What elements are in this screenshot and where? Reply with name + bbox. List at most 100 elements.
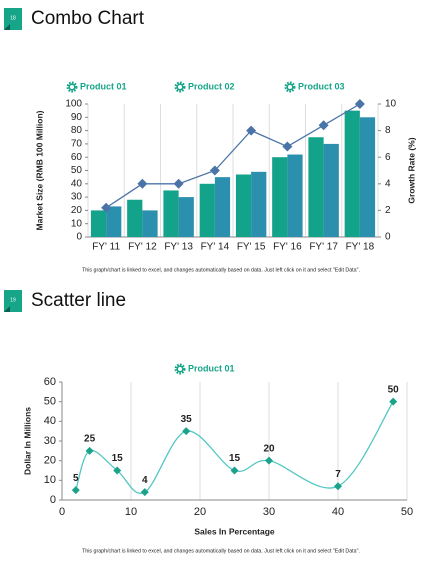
marker — [230, 466, 239, 475]
slide-badge — [4, 290, 22, 312]
slide-number: 18 — [10, 15, 16, 21]
y2-axis-title: Growth Rate (%) — [406, 137, 416, 203]
bar — [359, 117, 376, 237]
legend-label: Product 01 — [80, 81, 127, 91]
bar — [106, 206, 122, 237]
x-tick-label: FY' 15 — [237, 242, 266, 253]
legend-icon — [66, 81, 78, 93]
y-tick-label: 30 — [71, 192, 83, 203]
data-label: 35 — [181, 414, 193, 425]
marker — [140, 488, 149, 497]
y-tick-label: 60 — [44, 376, 56, 388]
bar — [235, 174, 252, 237]
legend-label: Product 01 — [188, 363, 235, 373]
y2-tick-label: 8 — [385, 125, 391, 136]
bar — [142, 210, 158, 237]
line — [75, 401, 394, 495]
marker — [334, 482, 342, 491]
marker — [318, 120, 329, 131]
marker — [173, 178, 184, 189]
y-tick-label: 60 — [71, 152, 83, 163]
y-tick-label: 20 — [44, 455, 56, 467]
legend-icon — [176, 365, 184, 373]
line — [105, 103, 361, 209]
marker — [71, 486, 80, 495]
y2-tick-label: 2 — [385, 205, 391, 216]
y-tick-label: 0 — [76, 232, 82, 243]
bar — [90, 210, 107, 237]
y2-tick-label: 0 — [385, 232, 391, 243]
slide-header: 19 Scatter line — [4, 290, 126, 312]
badge-fold — [4, 306, 10, 312]
bar — [272, 157, 288, 237]
x-tick-label: 30 — [263, 506, 275, 518]
badge-fold — [4, 24, 10, 30]
x-tick-label: FY' 18 — [346, 242, 375, 253]
y-tick-label: 10 — [44, 474, 56, 486]
legend-label: Product 02 — [188, 81, 235, 91]
data-label: 25 — [84, 433, 96, 444]
legend-icon — [68, 83, 76, 91]
y-tick-label: 80 — [71, 125, 83, 136]
x-axis-title: Sales In Percentage — [194, 526, 275, 536]
x-tick-label: 40 — [332, 506, 344, 518]
bar — [214, 177, 231, 237]
x-tick-label: 20 — [194, 506, 206, 518]
note: This graph/chart is linked to excel, and… — [82, 267, 360, 273]
y-tick-label: 30 — [44, 435, 56, 447]
bar — [199, 183, 215, 237]
legend-icon — [174, 363, 186, 375]
slide-badge — [4, 8, 22, 30]
marker — [209, 165, 220, 176]
y-tick-label: 100 — [65, 99, 82, 110]
x-tick-label: FY' 11 — [92, 242, 120, 253]
y-tick-label: 0 — [50, 494, 56, 506]
legend-icon — [174, 81, 186, 93]
y-axis-title: Market Size (RMB 100 Million) — [34, 110, 44, 230]
marker — [113, 466, 122, 475]
x-tick-label: 10 — [125, 506, 137, 518]
data-label: 50 — [388, 384, 400, 395]
x-tick-label: FY' 16 — [273, 242, 302, 253]
marker — [137, 178, 148, 189]
bar — [323, 143, 339, 237]
x-tick-label: FY' 17 — [309, 242, 338, 253]
y-tick-label: 40 — [71, 178, 83, 189]
y2-tick-label: 10 — [385, 99, 397, 110]
bar — [344, 110, 360, 237]
x-tick-label: FY' 13 — [164, 242, 193, 253]
marker — [265, 456, 273, 465]
bar — [308, 137, 324, 237]
data-label: 5 — [73, 473, 79, 484]
note: This graph/chart is linked to excel, and… — [82, 548, 360, 554]
y-tick-label: 40 — [44, 415, 56, 427]
data-label: 15 — [229, 453, 241, 464]
marker — [101, 202, 112, 213]
y2-tick-label: 4 — [385, 178, 391, 189]
legend-icon — [284, 81, 296, 93]
y-tick-label: 50 — [44, 396, 56, 408]
marker — [389, 397, 398, 406]
legend-icon — [176, 83, 184, 91]
x-tick-label: FY' 14 — [201, 242, 230, 253]
data-label: 20 — [263, 443, 275, 454]
marker — [182, 427, 191, 436]
bar — [287, 154, 303, 237]
marker — [85, 446, 94, 455]
bar — [127, 199, 143, 237]
slide-header: 18 Combo Chart — [4, 8, 145, 30]
slide-title: Scatter line — [31, 290, 126, 311]
y-tick-label: 20 — [71, 205, 83, 216]
y-tick-label: 10 — [71, 218, 83, 229]
marker — [354, 99, 365, 109]
y-tick-label: 50 — [71, 165, 83, 176]
slide-number: 19 — [10, 297, 16, 303]
legend-label: Product 03 — [298, 81, 345, 91]
marker — [246, 125, 257, 136]
y-tick-label: 70 — [71, 139, 83, 150]
data-label: 15 — [112, 453, 124, 464]
x-tick-label: 50 — [401, 506, 413, 518]
y-tick-label: 90 — [71, 112, 83, 123]
y2-tick-label: 6 — [385, 152, 391, 163]
slide-title: Combo Chart — [31, 8, 145, 29]
